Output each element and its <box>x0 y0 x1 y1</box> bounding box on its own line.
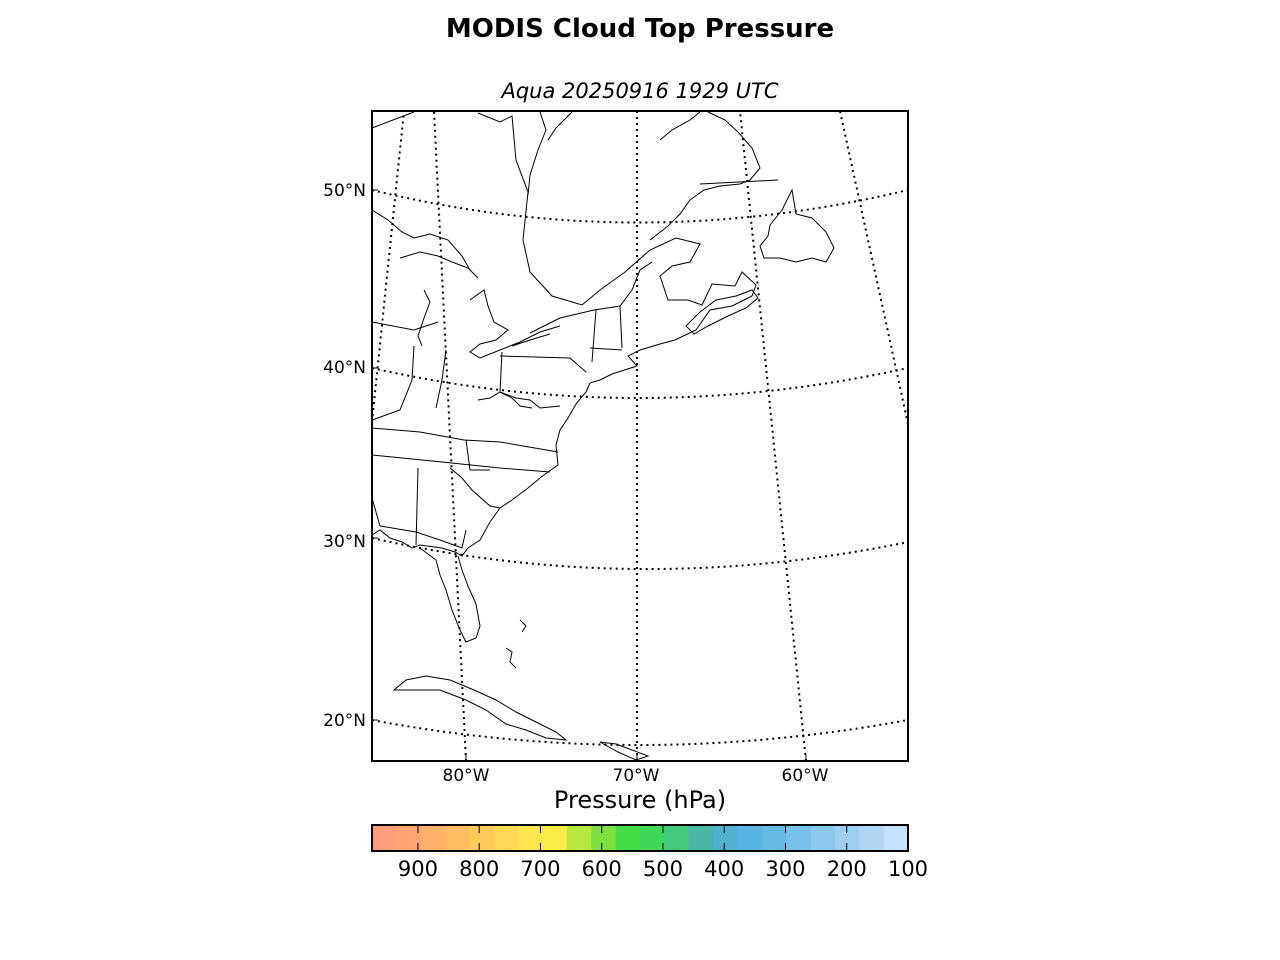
state-borders <box>372 305 623 549</box>
graticule <box>371 110 909 762</box>
nova-scotia-outline <box>685 289 759 335</box>
hudson-bay-edge <box>372 209 471 271</box>
meridian-90w <box>371 110 405 423</box>
colorbar-segment <box>859 825 885 851</box>
lat-label-50n: 50°N <box>323 181 366 201</box>
colorbar-segment <box>883 825 909 851</box>
colorbar-segment <box>786 825 812 851</box>
colorbar-tick-label: 900 <box>398 857 438 881</box>
hispaniola-outline <box>599 741 650 761</box>
colorbar-segment <box>664 825 690 851</box>
labrador-coast <box>649 111 761 241</box>
map-panel: 50°N 40°N 30°N 20°N 80°W 70°W 60°W <box>323 110 909 786</box>
colorbar-segment <box>372 825 397 851</box>
colorbar-segment <box>493 825 519 851</box>
great-lakes <box>399 251 561 359</box>
meridian-80w <box>433 110 467 762</box>
colorbar-tick-label: 800 <box>459 857 499 881</box>
colorbar-segment <box>542 825 568 851</box>
colorbar-tick-label: 300 <box>765 857 805 881</box>
map-frame <box>371 110 909 762</box>
colorbar-segment <box>396 825 422 851</box>
chart-subtitle: Aqua 20250916 1929 UTC <box>501 79 779 103</box>
colorbar-segment <box>834 825 860 851</box>
colorbar-label: Pressure (hPa) <box>553 786 727 814</box>
lat-label-40n: 40°N <box>323 358 366 378</box>
colorbar-segment <box>713 825 739 851</box>
lon-label-80w: 80°W <box>443 766 490 786</box>
parallel-20n <box>371 719 909 746</box>
colorbar-tick-label: 400 <box>704 857 744 881</box>
chart-title: MODIS Cloud Top Pressure <box>445 14 835 44</box>
colorbar-segment <box>591 825 617 851</box>
colorbar-segment <box>469 825 495 851</box>
bahamas-outline <box>505 619 527 669</box>
colorbar-tick-label: 700 <box>520 857 560 881</box>
colorbar-segment <box>737 825 763 851</box>
colorbar-segment <box>810 825 836 851</box>
parallel-30n <box>371 537 909 570</box>
colorbar-segment <box>688 825 714 851</box>
cuba-outline <box>392 675 568 741</box>
lat-label-30n: 30°N <box>323 532 366 552</box>
colorbar-tick-label: 500 <box>643 857 683 881</box>
colorbar-segment <box>518 825 544 851</box>
newfoundland-outline <box>759 188 835 263</box>
lon-label-60w: 60°W <box>782 766 829 786</box>
lon-label-70w: 70°W <box>613 766 660 786</box>
colorbar: 900 800 700 600 500 400 300 200 100 <box>371 824 928 881</box>
colorbar-tick-label: 200 <box>827 857 867 881</box>
colorbar-segment <box>566 825 592 851</box>
colorbar-tick-label: 100 <box>888 857 928 881</box>
meridian-60w <box>739 110 807 762</box>
colorbar-segment <box>640 825 665 851</box>
map-ticks <box>372 189 807 761</box>
colorbar-segment <box>445 825 471 851</box>
labrador-quebec-coast <box>527 111 573 196</box>
parallel-40n <box>371 367 909 399</box>
lat-label-20n: 20°N <box>323 711 366 731</box>
colorbar-segment <box>761 825 787 851</box>
colorbar-tick-label: 600 <box>582 857 622 881</box>
map-background <box>372 111 908 761</box>
colorbar-frame <box>371 824 909 852</box>
colorbar-segment <box>420 825 446 851</box>
north-america-coastline <box>372 111 757 643</box>
colorbar-segment <box>615 825 641 851</box>
